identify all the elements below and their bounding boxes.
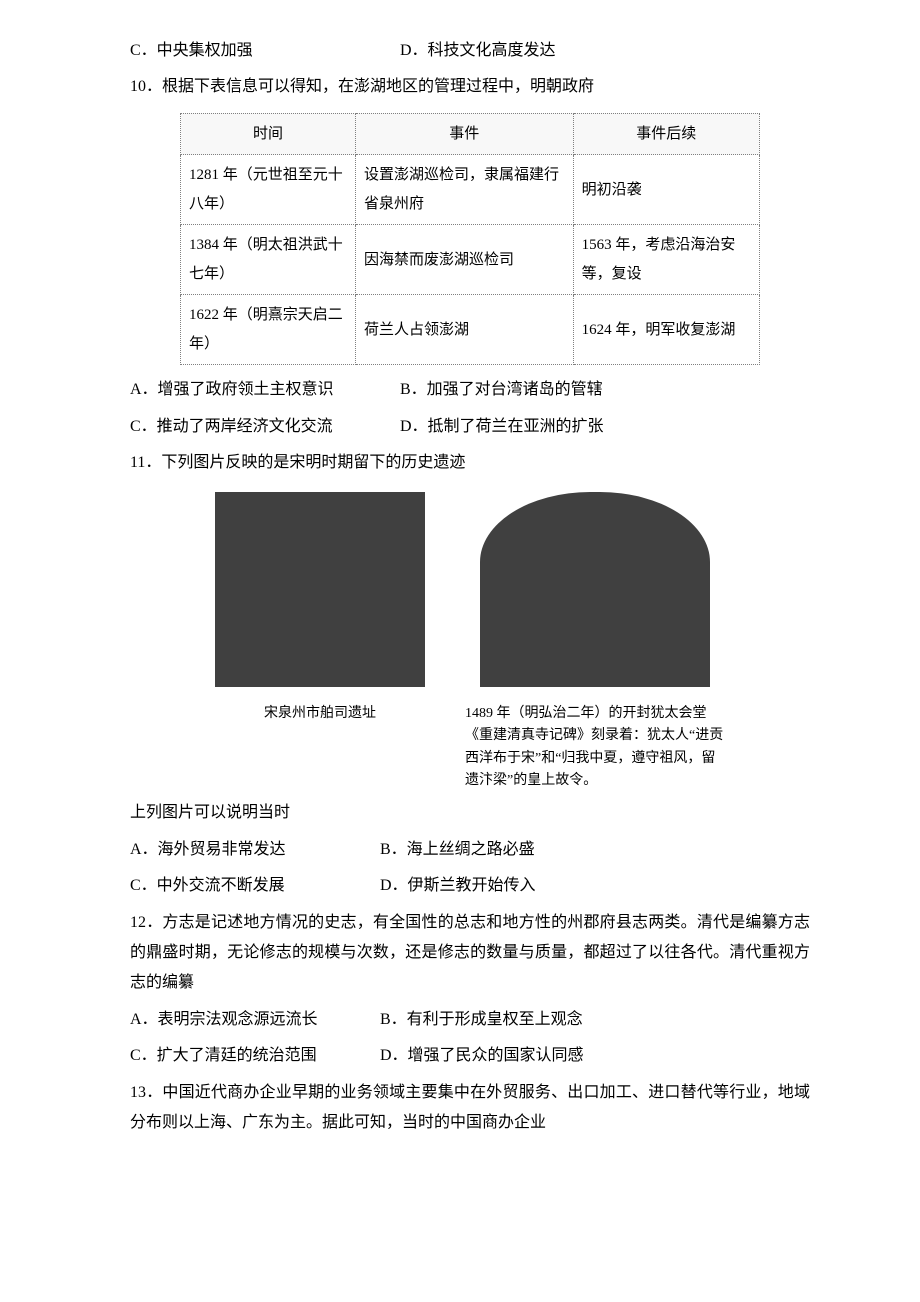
q11-fig-left-image bbox=[215, 492, 425, 687]
q11-option-b: B．海上丝绸之路必盛 bbox=[380, 835, 535, 865]
q9-option-c: C．中央集权加强 bbox=[130, 36, 400, 66]
q10-stem: 10．根据下表信息可以得知，在澎湖地区的管理过程中，明朝政府 bbox=[130, 72, 810, 102]
q11-fig-right: 1489 年（明弘治二年）的开封犹太会堂 《重建清真寺记碑》刻录着：犹太人“进贡… bbox=[465, 492, 725, 792]
q11-options-row-1: A．海外贸易非常发达 B．海上丝绸之路必盛 bbox=[130, 835, 810, 865]
q9-options-row-2: C．中央集权加强 D．科技文化高度发达 bbox=[130, 36, 810, 66]
q13-stem: 13．中国近代商办企业早期的业务领域主要集中在外贸服务、出口加工、进口替代等行业… bbox=[130, 1078, 810, 1139]
q11-options-row-2: C．中外交流不断发展 D．伊斯兰教开始传入 bbox=[130, 871, 810, 901]
q11-stem: 11．下列图片反映的是宋明时期留下的历史遗迹 bbox=[130, 448, 810, 478]
q10-option-b: B．加强了对台湾诸岛的管辖 bbox=[400, 375, 603, 405]
q11-fig-left-caption: 宋泉州市舶司遗址 bbox=[215, 703, 425, 725]
q10-th-after: 事件后续 bbox=[573, 113, 759, 155]
q10-option-d: D．抵制了荷兰在亚洲的扩张 bbox=[400, 412, 604, 442]
q11-fig-left: 宋泉州市舶司遗址 bbox=[215, 492, 425, 725]
q10-option-a: A．增强了政府领土主权意识 bbox=[130, 375, 400, 405]
q11-option-c: C．中外交流不断发展 bbox=[130, 871, 380, 901]
q11-fig-right-caption: 1489 年（明弘治二年）的开封犹太会堂 《重建清真寺记碑》刻录着：犹太人“进贡… bbox=[465, 703, 725, 793]
q12-option-d: D．增强了民众的国家认同感 bbox=[380, 1041, 584, 1071]
table-row: 1384 年（明太祖洪武十七年） 因海禁而废澎湖巡检司 1563 年，考虑沿海治… bbox=[181, 225, 760, 295]
q11-option-a: A．海外贸易非常发达 bbox=[130, 835, 380, 865]
q10-th-time: 时间 bbox=[181, 113, 356, 155]
q12-option-c: C．扩大了清廷的统治范围 bbox=[130, 1041, 380, 1071]
q11-mid: 上列图片可以说明当时 bbox=[130, 798, 810, 828]
q9-option-d: D．科技文化高度发达 bbox=[400, 36, 556, 66]
q12-stem: 12．方志是记述地方情况的史志，有全国性的总志和地方性的州郡府县志两类。清代是编… bbox=[130, 908, 810, 999]
q11-fig-right-image bbox=[480, 492, 710, 687]
q10-options-row-2: C．推动了两岸经济文化交流 D．抵制了荷兰在亚洲的扩张 bbox=[130, 412, 810, 442]
q10-th-event: 事件 bbox=[355, 113, 573, 155]
q10-table: 时间 事件 事件后续 1281 年（元世祖至元十八年） 设置澎湖巡检司，隶属福建… bbox=[180, 113, 760, 366]
table-row: 1622 年（明熹宗天启二年） 荷兰人占领澎湖 1624 年，明军收复澎湖 bbox=[181, 295, 760, 365]
table-row: 1281 年（元世祖至元十八年） 设置澎湖巡检司，隶属福建行省泉州府 明初沿袭 bbox=[181, 155, 760, 225]
q11-option-d: D．伊斯兰教开始传入 bbox=[380, 871, 536, 901]
q11-figures: 宋泉州市舶司遗址 1489 年（明弘治二年）的开封犹太会堂 《重建清真寺记碑》刻… bbox=[130, 492, 810, 792]
q12-option-b: B．有利于形成皇权至上观念 bbox=[380, 1005, 583, 1035]
q10-option-c: C．推动了两岸经济文化交流 bbox=[130, 412, 400, 442]
q12-options-row-1: A．表明宗法观念源远流长 B．有利于形成皇权至上观念 bbox=[130, 1005, 810, 1035]
q12-option-a: A．表明宗法观念源远流长 bbox=[130, 1005, 380, 1035]
q10-options-row-1: A．增强了政府领土主权意识 B．加强了对台湾诸岛的管辖 bbox=[130, 375, 810, 405]
q12-options-row-2: C．扩大了清廷的统治范围 D．增强了民众的国家认同感 bbox=[130, 1041, 810, 1071]
